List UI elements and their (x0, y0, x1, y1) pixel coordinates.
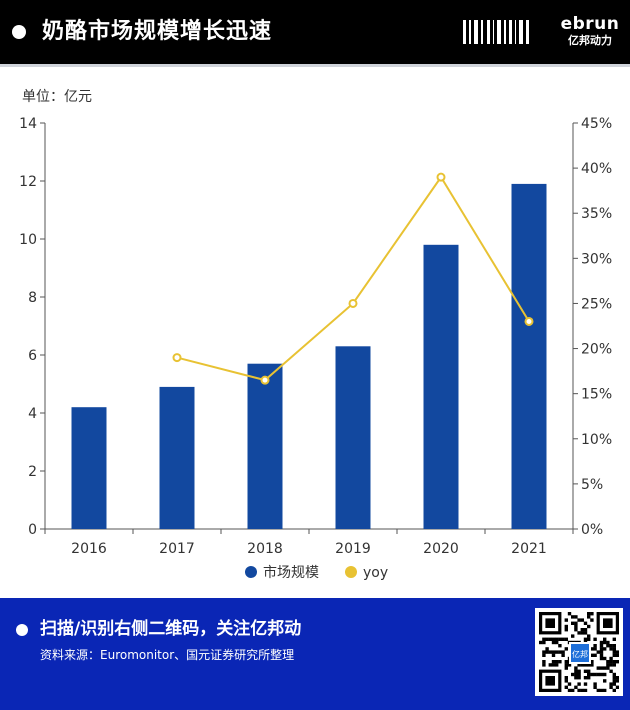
bar-2018 (247, 363, 283, 529)
right-tick-label: 45% (581, 116, 612, 132)
footer-bullet-icon (16, 624, 28, 636)
right-tick-label: 10% (581, 432, 612, 448)
qr-pattern (539, 612, 620, 693)
right-tick-label: 30% (581, 251, 612, 267)
bar-2020 (423, 244, 459, 530)
bullet-dot-icon (12, 25, 26, 39)
right-tick-label: 40% (581, 161, 612, 177)
legend-line-label: yoy (363, 565, 388, 581)
yoy-point-2019 (348, 298, 358, 308)
right-tick-label: 35% (581, 206, 612, 222)
header-divider (0, 64, 630, 67)
bar-2017 (159, 386, 195, 529)
yoy-point-2020 (436, 172, 446, 182)
qr-center-badge: 亿邦 (569, 642, 591, 664)
legend-bar-swatch-icon (245, 566, 257, 578)
left-tick-label: 14 (19, 116, 37, 132)
right-tick-label: 20% (581, 342, 612, 358)
left-tick-label: 6 (28, 348, 37, 364)
bar-2019 (335, 346, 371, 529)
logo-cn-text: 亿邦动力 (568, 34, 612, 47)
page-title: 奶酪市场规模增长迅速 (42, 19, 273, 44)
bar-2016 (71, 407, 107, 529)
combo-chart: 单位：亿元 0 2 4 6 8 10 12 14 0% 5% 10% 15% 20% 25% 30% 35% 40… (19, 89, 612, 581)
footer-bar: 扫描/识别右侧二维码，关注亿邦动 资料来源：Euromonitor、国元证券研究… (0, 598, 630, 710)
right-tick-label: 5% (581, 477, 603, 493)
left-tick-label: 0 (28, 522, 37, 538)
left-tick-label: 10 (19, 232, 37, 248)
left-tick-label: 2 (28, 464, 37, 480)
chart-container: 单位：亿元 0 2 4 6 8 10 12 14 0% 5% 10% 15% 20% 25% 30% 35% 40… (0, 67, 630, 597)
x-tick-label: 2017 (159, 541, 195, 557)
right-tick-label: 0% (581, 522, 603, 538)
x-tick-label: 2021 (511, 541, 547, 557)
unit-label: 单位：亿元 (22, 89, 92, 105)
x-tick-label: 2020 (423, 541, 459, 557)
legend-bar-label: 市场规模 (263, 564, 319, 581)
x-tick-label: 2019 (335, 541, 371, 557)
left-tick-label: 8 (28, 290, 37, 306)
x-tick-label: 2018 (247, 541, 283, 557)
legend-line-swatch-icon (345, 566, 357, 578)
yoy-point-2021 (524, 316, 534, 326)
yoy-point-2017 (172, 353, 182, 363)
bar-2021 (511, 183, 547, 529)
header-bar: 奶酪市场规模增长迅速 ebrun 亿邦动力 (0, 0, 630, 64)
source-note: 资料来源：Euromonitor、国元证券研究所整理 (40, 648, 295, 662)
left-tick-label: 4 (28, 406, 37, 422)
yoy-point-2018 (260, 375, 270, 385)
x-tick-label: 2016 (71, 541, 107, 557)
barcode-icon (463, 20, 529, 44)
qr-code-icon[interactable]: 亿邦 (535, 608, 623, 696)
footer-cta-text: 扫描/识别右侧二维码，关注亿邦动 (40, 619, 302, 639)
ebrun-logo: ebrun 亿邦动力 (556, 14, 624, 54)
left-tick-label: 12 (19, 174, 37, 190)
right-tick-label: 25% (581, 296, 612, 312)
logo-en-text: ebrun (560, 14, 620, 34)
right-tick-label: 15% (581, 387, 612, 403)
